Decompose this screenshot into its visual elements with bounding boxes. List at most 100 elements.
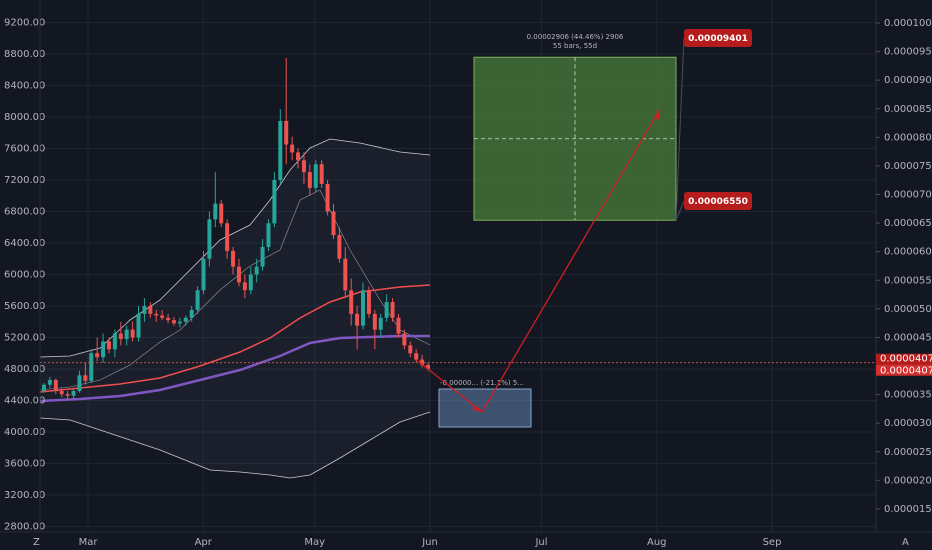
left-tick-label: 7600.00 [4,144,45,155]
left-tick-label: 3200.00 [4,490,45,501]
x-tick-label: May [304,537,325,548]
current-price-tag-2-bg [876,364,932,376]
candle-body[interactable] [195,290,200,310]
target-high-tag-connector [675,37,685,221]
left-tick-label: 8800.00 [4,49,45,60]
candle-body[interactable] [166,317,171,321]
candle-body[interactable] [71,391,76,396]
target-low-tag-label: 0.00006550 [688,197,748,207]
x-tick-label: Jun [421,537,438,548]
target-high-tag-bg[interactable] [684,29,752,47]
candles[interactable] [42,57,430,401]
candle-body[interactable] [65,394,70,396]
candle-body[interactable] [112,333,117,350]
right-tick-label: 0.00006000 [884,247,932,258]
candle-body[interactable] [83,375,88,381]
right-tick-label: 0.00008000 [884,132,932,143]
candle-body[interactable] [231,250,236,267]
right-tick-label: 0.00002500 [884,447,932,458]
target-low-tag-bg[interactable] [684,192,752,210]
candle-body[interactable] [130,329,135,338]
candle-body[interactable] [124,329,129,340]
candle-body[interactable] [47,380,52,385]
left-tick-label: 3600.00 [4,459,45,470]
candle-body[interactable] [313,164,318,188]
candle-body[interactable] [189,309,194,318]
candle-body[interactable] [59,391,64,395]
candle-body[interactable] [402,333,407,346]
candle-body[interactable] [101,341,106,358]
arrow-head-up [654,109,660,120]
right-tick-label: 0.00006500 [884,218,932,229]
candle-body[interactable] [177,321,182,324]
candle-body[interactable] [378,317,383,330]
candle-body[interactable] [242,282,247,291]
candle-body[interactable] [307,172,312,188]
candle-body[interactable] [266,223,271,247]
candle-body[interactable] [160,315,165,318]
candle-body[interactable] [272,180,277,224]
candle-body[interactable] [207,219,212,259]
drop-box[interactable] [438,388,532,428]
right-tick-label: 0.00005500 [884,275,932,286]
grid-lines [40,0,876,532]
candle-body[interactable] [372,313,377,330]
candle-body[interactable] [219,203,224,224]
candle-body[interactable] [201,258,206,291]
candle-body[interactable] [296,152,301,161]
candle-body[interactable] [319,164,324,184]
left-tick-label: 5200.00 [4,333,45,344]
drop-measure-text: -0.00000... (-21.1%) 5... [440,379,524,387]
candle-body[interactable] [118,333,123,340]
candle-body[interactable] [171,320,176,324]
middle-band [39,189,431,391]
candle-body[interactable] [343,258,348,291]
candle-body[interactable] [136,313,141,338]
candle-body[interactable] [183,317,188,322]
candle-body[interactable] [301,160,306,173]
candle-body[interactable] [414,353,419,360]
candle-body[interactable] [106,341,111,350]
candle-body[interactable] [396,317,401,334]
candle-body[interactable] [148,306,153,314]
candle-body[interactable] [331,211,336,236]
corner-right-label[interactable]: A [902,537,909,548]
candle-body[interactable] [325,183,330,212]
candle-body[interactable] [213,203,218,220]
candle-body[interactable] [355,313,360,326]
candle-body[interactable] [426,365,430,369]
candle-body[interactable] [390,302,395,318]
candle-body[interactable] [42,384,46,392]
candle-body[interactable] [408,345,413,354]
candle-body[interactable] [361,290,366,326]
candle-body[interactable] [248,274,253,291]
left-tick-label: 2800.00 [4,522,45,533]
target-low-tag-connector [675,200,685,221]
candle-body[interactable] [290,144,295,153]
candle-body[interactable] [349,290,354,314]
candle-body[interactable] [278,120,283,180]
candle-body[interactable] [53,380,58,392]
right-tick-label: 0.00007000 [884,190,932,201]
candle-body[interactable] [260,246,265,267]
x-tick-label: Sep [763,537,782,548]
candle-body[interactable] [337,235,342,259]
right-tick-label: 0.00003500 [884,390,932,401]
candle-body[interactable] [95,353,100,358]
candle-body[interactable] [384,302,389,318]
candle-body[interactable] [236,266,241,283]
candle-body[interactable] [254,266,259,275]
ma-red-line [39,284,431,393]
candle-body[interactable] [420,359,425,366]
candle-body[interactable] [142,306,147,314]
candle-body[interactable] [154,313,159,316]
candle-body[interactable] [284,120,289,145]
candle-body[interactable] [366,290,371,314]
right-tick-label: 0.00003000 [884,418,932,429]
candle-body[interactable] [89,353,94,381]
candle-body[interactable] [225,223,230,251]
candle-body[interactable] [77,375,82,392]
